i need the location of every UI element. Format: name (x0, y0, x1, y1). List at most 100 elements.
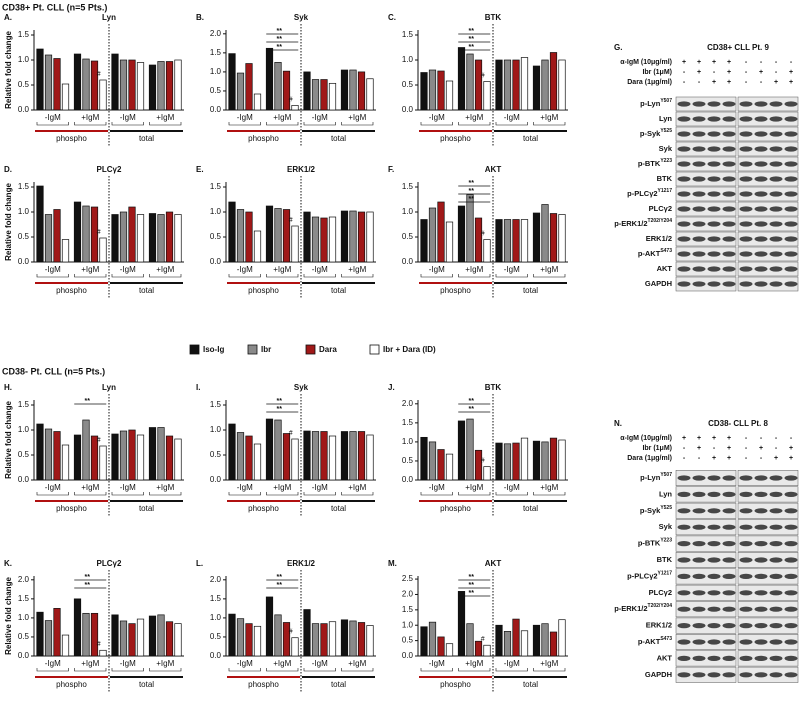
x-tick-label: -IgM (45, 659, 61, 668)
y-tick-label: 0.5 (210, 232, 222, 241)
annotation: # (289, 629, 293, 636)
blot-row-label: Syk (659, 144, 673, 153)
blot-strip (675, 634, 737, 650)
x-tick-label: +IgM (465, 483, 483, 492)
lane-sign: + (759, 445, 763, 452)
band (677, 236, 691, 242)
group-bracket (266, 122, 299, 126)
group-bracket (303, 668, 336, 672)
blot-strip (737, 126, 799, 142)
blot-strip (675, 584, 737, 601)
blot-strip (737, 617, 799, 634)
section-label: total (331, 134, 346, 143)
band (677, 508, 691, 514)
y-tick-label: 0.0 (18, 257, 30, 266)
y-tick-label: 2.0 (402, 399, 414, 408)
bar (236, 432, 245, 481)
blot-strip (675, 156, 737, 172)
protein-site: S473 (660, 636, 672, 642)
section-label: total (139, 504, 154, 513)
blot-strip (737, 216, 799, 232)
x-tick-label: +IgM (81, 113, 99, 122)
protein-name: BTK (657, 555, 673, 564)
lane-sign: - (775, 59, 778, 66)
band (692, 623, 706, 629)
protein-name: GAPDH (645, 670, 672, 679)
lane-sign: + (712, 435, 716, 442)
band (707, 508, 721, 514)
bar (303, 71, 311, 111)
bar (320, 79, 328, 111)
y-tick-label: 0.0 (18, 105, 30, 114)
bar (558, 59, 566, 111)
blot-row-label: p-PLCγ2Y1217 (627, 188, 672, 198)
bar (549, 213, 558, 263)
blot-strip (737, 568, 799, 585)
panel-label: M. (388, 559, 397, 568)
band (722, 475, 736, 481)
section-label: total (523, 134, 538, 143)
band (722, 101, 736, 107)
bar (549, 437, 558, 481)
lane-sign: + (682, 59, 686, 66)
panel-label: N. (614, 419, 622, 428)
bar (495, 624, 503, 657)
group-bracket (420, 122, 453, 126)
blot-row-label: p-PLCγ2Y1217 (627, 571, 672, 581)
x-tick-label: +IgM (465, 113, 483, 122)
y-tick-label: 1.0 (210, 613, 222, 622)
panel-label: G. (614, 43, 622, 52)
blot-strip (675, 650, 737, 667)
blot-strip (737, 552, 799, 568)
blot-strip (675, 617, 737, 634)
y-tick-label: 0.5 (18, 450, 30, 459)
band (722, 639, 736, 645)
bar (228, 53, 236, 111)
blot-strip (737, 201, 799, 217)
bar (466, 194, 474, 263)
y-tick-label: 0.5 (210, 86, 222, 95)
bar (428, 441, 437, 481)
band (754, 639, 768, 645)
group-bracket (149, 492, 182, 496)
bar (328, 435, 337, 481)
section-label: phospho (56, 134, 87, 143)
bar (82, 58, 90, 111)
bar (82, 419, 90, 481)
panel-label: H. (4, 383, 12, 392)
bar (165, 211, 174, 263)
x-tick-label: -IgM (429, 265, 445, 274)
protein-name: AKT (657, 653, 673, 662)
group-bracket (228, 274, 261, 278)
band (692, 236, 706, 242)
bar (328, 621, 337, 657)
band (769, 206, 783, 212)
band (769, 541, 783, 547)
band (769, 590, 783, 596)
bar (128, 429, 136, 481)
y-tick-label: 0.5 (210, 450, 222, 459)
blot-strip (675, 126, 737, 142)
bar (428, 621, 437, 657)
band (769, 606, 783, 612)
bar (303, 609, 311, 657)
blot-strip (737, 111, 799, 127)
bar (420, 626, 428, 657)
protein-name: p-Syk (640, 129, 661, 138)
protein-name: p-Lyn (640, 99, 661, 108)
band (739, 176, 753, 182)
band (677, 191, 691, 197)
y-axis-label: Relative fold change (4, 183, 13, 261)
blot-strip (737, 171, 799, 187)
blot-strip (675, 186, 737, 202)
blot-strip (737, 601, 799, 618)
protein-name: Lyn (659, 114, 672, 123)
group-bracket (533, 274, 566, 278)
group-bracket (303, 122, 336, 126)
section-header: CD38+ Pt. CLL (n=5 Pts.) (2, 2, 107, 12)
band (769, 266, 783, 272)
y-tick-label: 1.5 (402, 182, 414, 191)
protein-name: p-BTK (638, 539, 661, 548)
section-label: total (139, 134, 154, 143)
section-label: phospho (56, 286, 87, 295)
